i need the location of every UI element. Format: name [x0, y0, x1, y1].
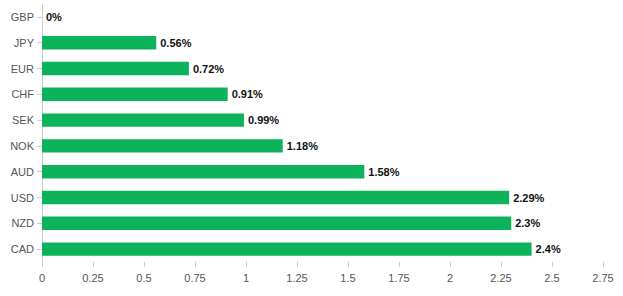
svg-text:2.25: 2.25 — [490, 272, 511, 284]
svg-text:1.5: 1.5 — [340, 272, 355, 284]
svg-text:2.3%: 2.3% — [515, 217, 540, 229]
svg-text:0.91%: 0.91% — [232, 88, 263, 100]
svg-text:1: 1 — [243, 272, 249, 284]
svg-text:0.56%: 0.56% — [160, 37, 191, 49]
svg-text:2.4%: 2.4% — [536, 243, 561, 255]
svg-text:0.75: 0.75 — [184, 272, 205, 284]
svg-text:2.5: 2.5 — [544, 272, 559, 284]
svg-text:0: 0 — [39, 272, 45, 284]
svg-text:CHF: CHF — [11, 88, 34, 100]
svg-text:0.25: 0.25 — [82, 272, 103, 284]
svg-text:NOK: NOK — [10, 140, 35, 152]
svg-text:0.5: 0.5 — [136, 272, 151, 284]
svg-text:1.58%: 1.58% — [368, 166, 399, 178]
svg-text:AUD: AUD — [11, 166, 34, 178]
svg-text:GBP: GBP — [11, 11, 34, 23]
svg-text:1.75: 1.75 — [388, 272, 409, 284]
svg-text:0.72%: 0.72% — [193, 63, 224, 75]
svg-text:2.29%: 2.29% — [513, 192, 544, 204]
svg-text:JPY: JPY — [14, 37, 35, 49]
svg-text:USD: USD — [11, 192, 34, 204]
svg-text:0%: 0% — [46, 11, 62, 23]
svg-text:1.25: 1.25 — [286, 272, 307, 284]
svg-text:2: 2 — [447, 272, 453, 284]
svg-text:CAD: CAD — [11, 243, 34, 255]
svg-text:0.99%: 0.99% — [248, 114, 279, 126]
svg-text:1.18%: 1.18% — [287, 140, 318, 152]
svg-text:NZD: NZD — [11, 217, 34, 229]
svg-text:EUR: EUR — [11, 63, 34, 75]
svg-text:2.75: 2.75 — [592, 272, 613, 284]
svg-text:SEK: SEK — [12, 114, 35, 126]
